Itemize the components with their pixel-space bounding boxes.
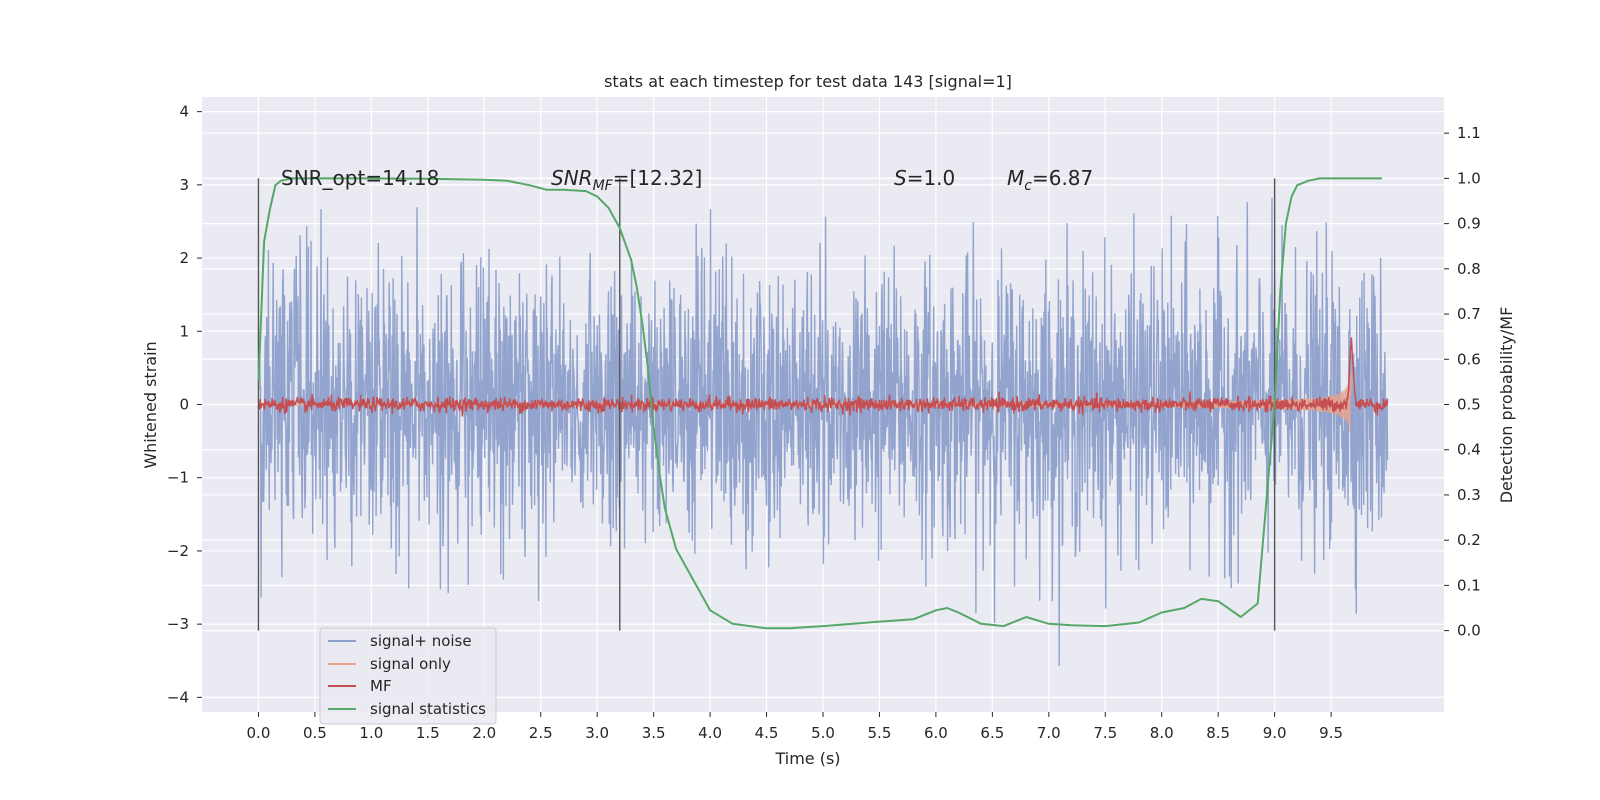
annotation-mc-prefix: M (1007, 166, 1024, 190)
x-tick-label: 7.5 (1093, 724, 1117, 742)
y-right-tick-label: 0.5 (1457, 396, 1481, 414)
annotation-snr-mf-prefix: SNR (551, 166, 593, 190)
y-axis-label: Whitened strain (141, 341, 160, 468)
signal-statistics-line (257, 177, 1382, 630)
y-right-tick-label: 1.1 (1457, 124, 1481, 142)
x-tick-label: 4.5 (755, 724, 779, 742)
legend-label-mf: MF (370, 677, 392, 695)
x-tick-label: 0.5 (303, 724, 327, 742)
x-tick-label: 3.5 (642, 724, 666, 742)
y-tick-label: 2 (179, 249, 189, 267)
legend: signal+ noise signal only MF signal stat… (319, 627, 497, 725)
y-tick-label: −3 (167, 615, 189, 633)
series-signal-noise (257, 198, 1389, 667)
annotation-mc-value: =6.87 (1032, 166, 1093, 190)
y-right-tick-label: 1.0 (1457, 169, 1481, 187)
y-right-axis-label: Detection probability/MF (1497, 307, 1516, 504)
x-tick-label: 5.0 (811, 724, 835, 742)
x-tick-label: 7.0 (1037, 724, 1061, 742)
x-axis-label: Time (s) (774, 749, 840, 768)
x-tick-label: 9.5 (1319, 724, 1343, 742)
legend-box (319, 627, 497, 725)
y-tick-label: −2 (167, 542, 189, 560)
mf-line (257, 337, 1389, 417)
annotation-mc-sub: c (1024, 178, 1032, 194)
x-tick-label: 8.0 (1150, 724, 1174, 742)
x-tick-label: 6.5 (980, 724, 1004, 742)
annotation-s-value: =1.0 (907, 166, 956, 190)
y-right-tick-label: 0.3 (1457, 486, 1481, 504)
annotation-s: S=1.0 (894, 166, 955, 190)
y-right-tick-label: 0.1 (1457, 576, 1481, 594)
x-tick-label: 0.0 (247, 724, 271, 742)
y-right-tick-label: 0.8 (1457, 260, 1481, 278)
x-tick-label: 8.5 (1206, 724, 1230, 742)
legend-label-signal-statistics: signal statistics (370, 700, 486, 718)
series-signal-statistics (257, 177, 1382, 630)
x-tick-label: 5.5 (868, 724, 892, 742)
annotations: SNR_opt=14.18 SNRMF=[12.32] S=1.0 Mc=6.8… (281, 166, 1093, 194)
signal-noise-line (257, 198, 1389, 667)
series-mf (257, 337, 1389, 417)
y-tick-label: 3 (179, 176, 189, 194)
annotation-snr-mf-sub: MF (593, 178, 614, 194)
y-right-tick-label: 0.4 (1457, 441, 1481, 459)
axis-ticks: 0.0 0.5 1.0 1.5 2.0 2.5 3.0 3.5 4.0 4.5 5.0 5.5 6.0 6… (167, 103, 1481, 742)
x-tick-label: 1.0 (359, 724, 383, 742)
annotation-snr-mf-value: =[12.32] (613, 166, 703, 190)
x-tick-label: 2.5 (529, 724, 553, 742)
y-tick-label: −4 (167, 688, 189, 706)
annotation-snr-opt: SNR_opt=14.18 (281, 166, 439, 190)
legend-label-signal-noise: signal+ noise (370, 632, 472, 650)
annotation-mc: Mc=6.87 (1007, 166, 1093, 194)
annotation-s-prefix: S (894, 166, 907, 190)
x-tick-label: 9.0 (1263, 724, 1287, 742)
y-tick-label: 1 (179, 322, 189, 340)
x-tick-label: 3.0 (585, 724, 609, 742)
y-right-tick-label: 0.9 (1457, 215, 1481, 233)
x-tick-label: 6.0 (924, 724, 948, 742)
y-tick-label: −1 (167, 469, 189, 487)
chart-title: stats at each timestep for test data 143… (604, 72, 1012, 91)
y-tick-label: 4 (179, 103, 189, 121)
y-right-tick-label: 0.6 (1457, 350, 1481, 368)
y-tick-label: 0 (179, 396, 189, 414)
x-tick-label: 1.5 (416, 724, 440, 742)
y-right-tick-label: 0.7 (1457, 305, 1481, 323)
annotation-snr-mf: SNRMF=[12.32] (551, 166, 702, 194)
legend-label-signal-only: signal only (370, 655, 451, 673)
x-tick-label: 2.0 (472, 724, 496, 742)
y-right-tick-label: 0.2 (1457, 531, 1481, 549)
x-tick-label: 4.0 (698, 724, 722, 742)
y-right-tick-label: 0.0 (1457, 622, 1481, 640)
